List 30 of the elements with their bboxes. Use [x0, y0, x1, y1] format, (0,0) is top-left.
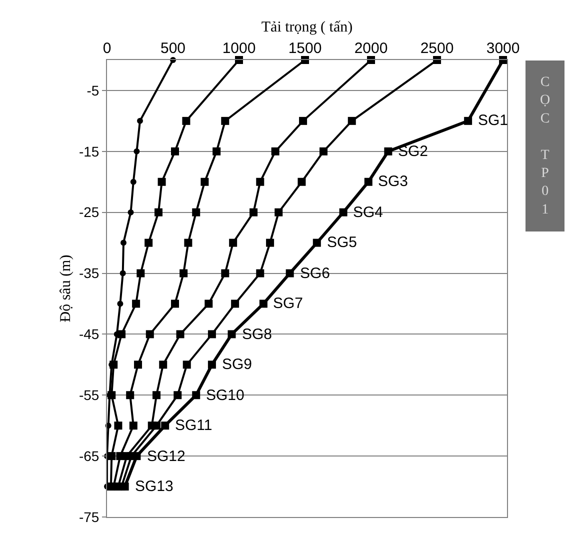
x-tick-label: 1000 — [222, 40, 256, 57]
annotation: SG8 — [242, 326, 272, 343]
x-tick-label: 1500 — [288, 40, 322, 57]
y-tick-label: -35 — [78, 265, 100, 282]
y-tick-label: -75 — [78, 508, 100, 525]
annotation: SG7 — [273, 295, 304, 312]
annotation: SG3 — [378, 173, 408, 190]
x-axis-title: Tải trọng ( tấn) — [261, 19, 353, 36]
x-tick-label: 500 — [160, 40, 186, 57]
annotation: SG1 — [478, 112, 508, 129]
x-tick-label: 2500 — [420, 40, 454, 57]
x-tick-label: 2000 — [354, 40, 388, 57]
annotation: SG9 — [222, 356, 252, 373]
y-axis-title: Độ sâu (m) — [58, 254, 74, 322]
y-tick-label: -65 — [78, 448, 100, 464]
annotation: SG13 — [135, 478, 174, 495]
annotation: SG11 — [175, 417, 212, 434]
annotation: SG6 — [300, 265, 330, 282]
x-tick-label: 0 — [102, 40, 112, 57]
annotation: SG4 — [353, 204, 384, 221]
y-tick-label: -25 — [78, 204, 100, 220]
annotation: SG10 — [206, 387, 244, 404]
x-tick-label: 3000 — [486, 40, 520, 57]
y-tick-label: -5 — [86, 82, 100, 98]
text: CỌC TP01 — [540, 75, 550, 218]
annotation: SG12 — [147, 448, 186, 465]
annotation: SG5 — [327, 234, 358, 251]
y-tick-label: -45 — [78, 326, 100, 342]
y-tick-label: -15 — [78, 143, 100, 160]
y-tick-label: -55 — [78, 387, 100, 404]
